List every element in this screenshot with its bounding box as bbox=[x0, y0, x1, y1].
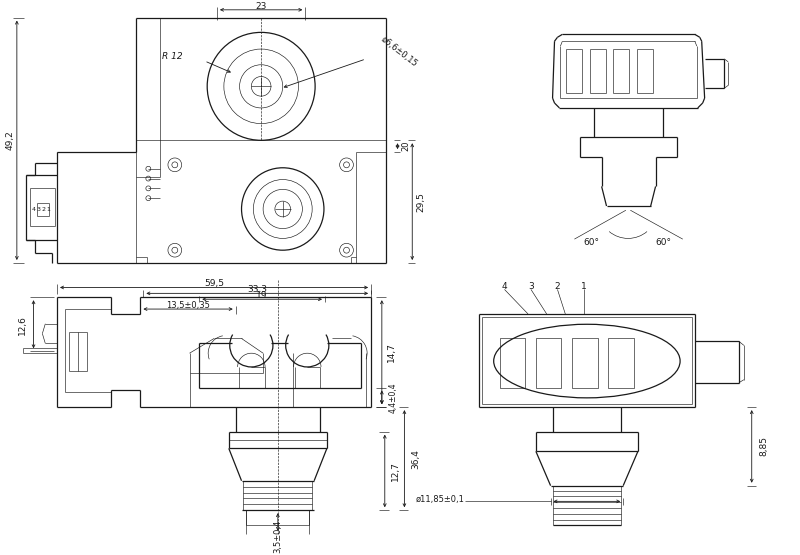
Text: ø11,85±0,1: ø11,85±0,1 bbox=[415, 495, 464, 504]
Text: 59,5: 59,5 bbox=[204, 279, 224, 288]
Text: ø6,6±0,15: ø6,6±0,15 bbox=[379, 35, 419, 69]
Text: 12,7: 12,7 bbox=[391, 461, 400, 481]
Text: 3,5±0,4: 3,5±0,4 bbox=[274, 520, 282, 553]
Bar bbox=[572, 339, 598, 387]
Text: 4: 4 bbox=[31, 208, 35, 213]
Text: 12,6: 12,6 bbox=[18, 315, 27, 335]
Text: 4,4±0,4: 4,4±0,4 bbox=[389, 382, 398, 413]
Text: R 12: R 12 bbox=[162, 52, 182, 62]
Text: 3: 3 bbox=[37, 208, 41, 213]
Text: 8,85: 8,85 bbox=[759, 436, 768, 456]
Text: 14,7: 14,7 bbox=[387, 342, 396, 362]
Text: 2: 2 bbox=[42, 208, 46, 213]
Text: 4: 4 bbox=[502, 282, 507, 291]
Text: 3: 3 bbox=[528, 282, 534, 291]
Text: 29,5: 29,5 bbox=[417, 192, 426, 212]
Text: 1: 1 bbox=[581, 282, 587, 291]
Text: 13,5±0,35: 13,5±0,35 bbox=[166, 301, 210, 310]
Text: 33,3: 33,3 bbox=[247, 285, 267, 294]
Text: 60°: 60° bbox=[655, 238, 671, 247]
Text: 2: 2 bbox=[554, 282, 560, 291]
Bar bbox=[536, 339, 562, 387]
Text: 23: 23 bbox=[255, 2, 267, 11]
Bar bbox=[499, 339, 525, 387]
Text: 1: 1 bbox=[46, 208, 50, 213]
Bar bbox=[609, 339, 634, 387]
Text: 20: 20 bbox=[402, 141, 411, 152]
Text: 36,4: 36,4 bbox=[412, 449, 421, 469]
Text: 19: 19 bbox=[256, 291, 268, 300]
Text: 60°: 60° bbox=[584, 238, 600, 247]
Text: 49,2: 49,2 bbox=[6, 130, 14, 150]
